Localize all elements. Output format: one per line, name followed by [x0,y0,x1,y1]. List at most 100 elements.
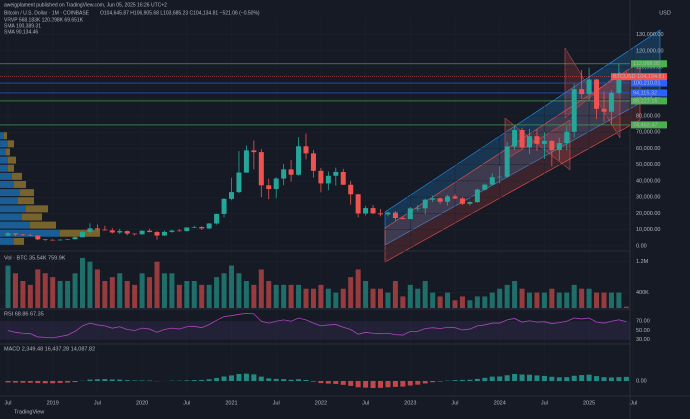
profile-down [12,172,22,180]
x-tick-label: 2022 [315,400,327,406]
candle-body [296,146,302,175]
candle-body [437,198,443,202]
profile-up [0,132,4,140]
macd-bar [243,373,249,381]
volume-bar [489,292,495,308]
macd-bar [534,375,540,381]
macd-bar [214,378,220,381]
volume-bar [199,284,205,308]
candle-body [303,146,309,154]
profile-down [6,148,10,156]
macd-bar [206,379,212,381]
candle-body [549,140,555,151]
candle-body [415,208,421,209]
x-tick-label: 2024 [494,400,506,406]
x-tick-label: Jul [362,400,369,406]
volume-bar [385,292,391,308]
volume-bar [50,277,56,308]
volume-bar [191,281,197,308]
macd-bar [564,377,570,381]
candle-body [147,230,153,233]
pane-title: RSI 68.86 67.35 [4,311,44,317]
profile-up [0,205,26,213]
volume-bar [325,288,331,308]
volume-bar [348,277,354,308]
candle-body [579,89,585,95]
macd-bar [541,375,547,381]
candle-body [519,129,525,148]
volume-bar [594,292,600,308]
candle-body [333,171,339,176]
profile-up [0,180,14,188]
candle-body [94,228,100,230]
macd-bar [281,379,287,381]
candle-body [459,198,465,204]
macd-bar [340,381,346,385]
volume-bar [20,281,26,308]
volume-bar [459,296,465,308]
macd-bar [407,381,413,386]
macd-bar [65,381,71,383]
y-tick-label: 30.00 [636,337,650,343]
candle-body [139,230,145,235]
candle-body [534,136,540,144]
profile-up [0,164,8,172]
macd-bar [579,375,585,381]
macd-bar [325,381,331,384]
vrvp: VRVP 568.183K 120.298K 69.651K [4,17,84,23]
candle-body [27,235,33,236]
volume-bar [303,288,309,308]
y-tick-label: 50,000.00 [636,162,660,168]
candle-body [586,79,592,95]
candle-body [80,232,85,238]
candle-body [229,192,234,199]
y-tick-label: 70,000.00 [636,130,660,136]
level-label: 89,227.16 [633,98,657,104]
volume-bar [467,300,473,308]
candle-body [452,196,458,199]
volume-bar [430,292,436,308]
candle-body [72,237,78,240]
macd-bar [50,381,56,384]
volume-bar [474,296,480,308]
candle-body [467,202,473,204]
volume-bar [266,281,272,308]
candle-body [251,150,257,153]
volume-bar [243,281,249,308]
y-tick-label: 30,000.00 [636,195,660,201]
macd-bar [191,380,197,381]
volume-bar [355,269,361,308]
candle-body [50,239,56,241]
volume-bar [452,300,458,308]
macd-bar [221,376,227,381]
candle-body [318,170,324,184]
candle-body [236,172,242,193]
candle-body [154,232,160,236]
candle-body [206,223,212,229]
profile-up [0,213,22,221]
profile-down [8,156,16,164]
volume-bar [72,273,78,308]
macd-bar [474,378,480,381]
macd-bar [601,377,607,381]
volume-bar [310,288,316,308]
volume-bar [117,273,123,308]
volume-bar [184,281,190,308]
profile-down [22,213,42,221]
level-tag [631,97,667,105]
y-tick-label: 20,000.00 [636,211,660,217]
candle-body [132,233,138,235]
profile-down [14,180,26,188]
candle-body [378,213,383,215]
profile-up [0,172,12,180]
currency: USD [659,10,671,16]
macd-bar [27,381,33,383]
macd-bar [94,379,100,381]
profile-up [0,197,18,205]
volume-bar [512,281,518,308]
level-label: 112,068.95 [633,61,660,67]
x-tick-label: Jul [183,400,190,406]
macd-bar [556,377,562,381]
macd-bar [355,381,361,388]
candle-body [273,178,279,189]
